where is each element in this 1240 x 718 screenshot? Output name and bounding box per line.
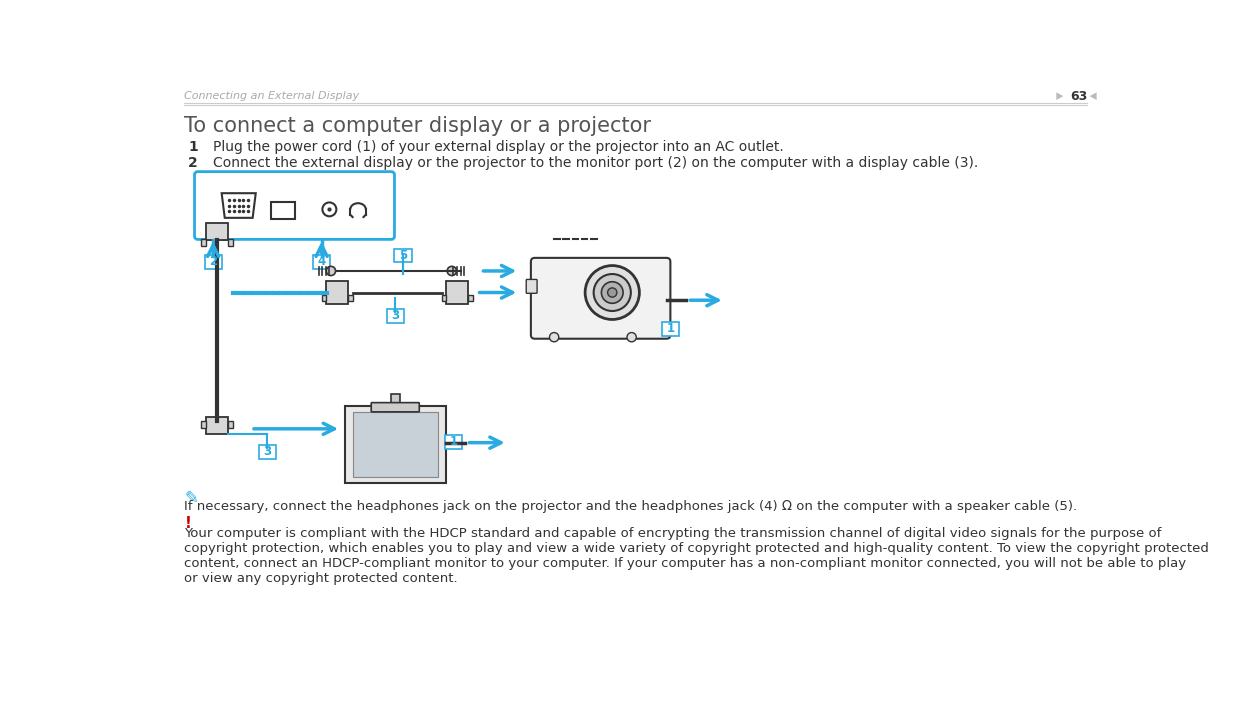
FancyBboxPatch shape — [371, 403, 419, 412]
Text: 4: 4 — [317, 255, 326, 269]
Bar — [387, 309, 404, 322]
Text: 2: 2 — [188, 156, 198, 170]
Bar — [394, 248, 412, 263]
Bar — [391, 394, 399, 411]
Bar — [228, 239, 233, 246]
Text: Connect the external display or the projector to the monitor port (2) on the com: Connect the external display or the proj… — [213, 156, 978, 170]
Text: 1: 1 — [188, 140, 198, 154]
Bar — [352, 412, 438, 477]
Text: To connect a computer display or a projector: To connect a computer display or a proje… — [185, 116, 651, 136]
Text: 1: 1 — [666, 322, 675, 335]
Bar — [272, 202, 295, 218]
Circle shape — [549, 332, 559, 342]
Bar — [321, 295, 326, 301]
Bar — [205, 255, 222, 269]
Circle shape — [627, 332, 636, 342]
Bar — [348, 295, 352, 301]
FancyBboxPatch shape — [526, 279, 537, 293]
Circle shape — [594, 274, 631, 311]
Bar — [469, 295, 472, 301]
FancyBboxPatch shape — [531, 258, 671, 339]
Text: !: ! — [185, 516, 191, 531]
Text: If necessary, connect the headphones jack on the projector and the headphones ja: If necessary, connect the headphones jac… — [185, 500, 1078, 513]
FancyBboxPatch shape — [195, 172, 394, 239]
Circle shape — [448, 266, 456, 276]
Text: Plug the power cord (1) of your external display or the projector into an AC out: Plug the power cord (1) of your external… — [213, 140, 784, 154]
Text: Connecting an External Display: Connecting an External Display — [185, 91, 360, 101]
Bar — [201, 239, 206, 246]
Bar — [312, 255, 330, 269]
Bar — [206, 223, 228, 240]
Polygon shape — [1056, 93, 1064, 100]
Circle shape — [322, 202, 336, 216]
Text: Your computer is compliant with the HDCP standard and capable of encrypting the : Your computer is compliant with the HDCP… — [185, 526, 1209, 584]
Bar — [259, 445, 277, 459]
Circle shape — [601, 281, 624, 303]
Text: ✎: ✎ — [185, 489, 198, 507]
Bar — [201, 421, 206, 428]
Text: 3: 3 — [263, 445, 272, 458]
Bar — [345, 406, 445, 482]
Text: 1: 1 — [449, 435, 458, 449]
Circle shape — [326, 266, 336, 276]
Text: 2: 2 — [210, 255, 217, 269]
Bar — [662, 322, 680, 335]
Circle shape — [608, 288, 618, 297]
Circle shape — [585, 266, 640, 320]
Text: 5: 5 — [399, 249, 407, 262]
Bar — [206, 417, 228, 434]
Bar — [446, 281, 469, 304]
Bar — [445, 435, 463, 449]
Polygon shape — [1090, 93, 1096, 100]
Text: 63: 63 — [1070, 90, 1087, 103]
Bar — [228, 421, 233, 428]
Text: 3: 3 — [391, 309, 399, 322]
Bar — [326, 281, 348, 304]
Bar — [441, 295, 446, 301]
